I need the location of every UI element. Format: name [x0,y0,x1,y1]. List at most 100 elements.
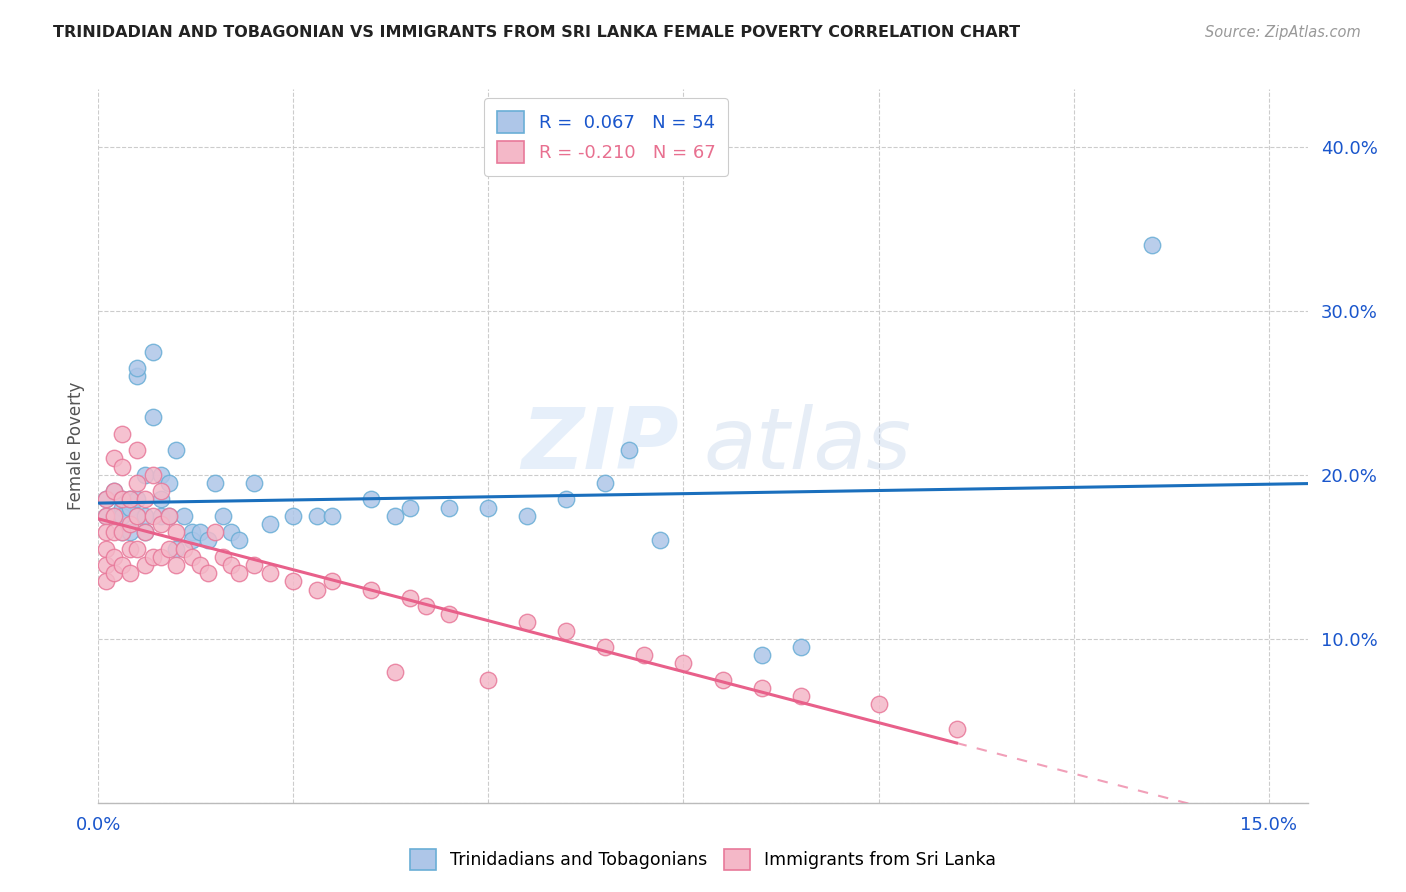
Point [127,361,149,376]
Point [399,591,422,605]
Point [212,508,235,523]
Point [127,443,149,458]
Point [111,525,134,540]
Point [103,484,125,499]
Point [173,541,195,556]
Point [127,475,149,490]
Point [96,492,118,507]
Point [188,525,211,540]
Point [157,475,180,490]
Point [477,673,499,687]
Point [127,492,149,507]
Point [103,508,125,523]
Point [134,558,156,572]
Point [118,541,141,556]
Point [111,459,134,474]
Point [672,657,695,671]
Point [142,508,165,523]
Y-axis label: Female Poverty: Female Poverty [66,382,84,510]
Point [789,689,811,703]
Point [96,492,118,507]
Point [165,525,187,540]
Point [149,549,172,564]
Point [321,574,343,589]
Point [142,467,165,482]
Point [165,558,187,572]
Point [595,475,617,490]
Point [945,722,967,736]
Text: TRINIDADIAN AND TOBAGONIAN VS IMMIGRANTS FROM SRI LANKA FEMALE POVERTY CORRELATI: TRINIDADIAN AND TOBAGONIAN VS IMMIGRANTS… [53,25,1021,40]
Point [134,492,156,507]
Point [439,500,461,515]
Point [118,525,141,540]
Point [103,566,125,581]
Point [259,516,281,531]
Point [384,665,406,679]
Point [204,475,226,490]
Point [157,541,180,556]
Legend: Trinidadians and Tobagonians, Immigrants from Sri Lanka: Trinidadians and Tobagonians, Immigrants… [401,840,1005,879]
Point [111,558,134,572]
Point [228,533,250,548]
Point [305,508,328,523]
Point [1140,238,1163,252]
Point [111,525,134,540]
Point [595,640,617,654]
Point [103,451,125,466]
Point [157,508,180,523]
Point [142,549,165,564]
Point [555,624,578,638]
Point [399,500,422,515]
Point [360,582,382,597]
Point [283,574,305,589]
Point [165,443,187,458]
Point [103,549,125,564]
Point [111,492,134,507]
Point [111,508,134,523]
Point [617,443,640,458]
Point [96,574,118,589]
Point [103,525,125,540]
Point [103,508,125,523]
Point [259,566,281,581]
Point [96,508,118,523]
Point [228,566,250,581]
Point [127,369,149,384]
Point [321,508,343,523]
Point [96,508,118,523]
Point [134,525,156,540]
Point [648,533,671,548]
Point [415,599,437,613]
Text: atlas: atlas [703,404,911,488]
Point [127,541,149,556]
Point [96,541,118,556]
Point [96,525,118,540]
Point [477,500,499,515]
Point [204,525,226,540]
Legend: R =  0.067   N = 54, R = -0.210   N = 67: R = 0.067 N = 54, R = -0.210 N = 67 [485,98,728,176]
Point [165,541,187,556]
Point [751,681,773,695]
Point [127,508,149,523]
Point [633,648,655,662]
Point [555,492,578,507]
Point [149,467,172,482]
Point [212,549,235,564]
Point [134,508,156,523]
Point [111,492,134,507]
Point [243,475,266,490]
Point [516,508,538,523]
Point [360,492,382,507]
Point [243,558,266,572]
Point [283,508,305,523]
Point [118,492,141,507]
Point [751,648,773,662]
Point [118,492,141,507]
Point [142,410,165,425]
Point [384,508,406,523]
Point [305,582,328,597]
Point [149,484,172,499]
Point [711,673,734,687]
Point [173,508,195,523]
Point [219,558,242,572]
